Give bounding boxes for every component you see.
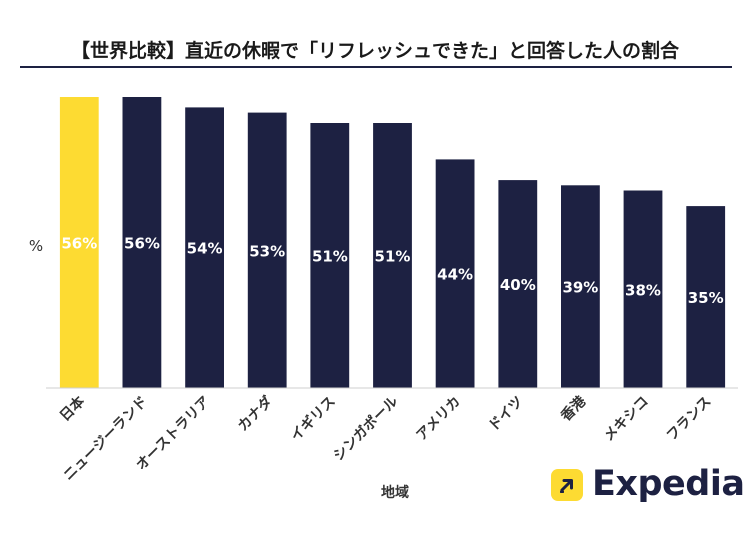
- x-tick-label-5: シンガポール: [330, 393, 401, 464]
- bar-value-label-4: 51%: [312, 248, 348, 266]
- x-axis-label: 地域: [381, 484, 409, 501]
- bar-3: [247, 112, 287, 388]
- bar-labels-group: 56% 56% 54% 53% 51% 51% 44% 40% 39% 38% 35%: [61, 235, 723, 308]
- title-underline: [20, 66, 732, 68]
- bar-value-label-5: 51%: [375, 248, 411, 266]
- bar-value-label-9: 38%: [625, 281, 661, 299]
- bar-value-label-6: 44%: [437, 266, 473, 284]
- bar-5: [373, 123, 412, 388]
- chart-title: 【世界比較】直近の休暇で「リフレッシュできた」と回答した人の割合: [70, 40, 679, 62]
- bar-value-label-0: 56%: [61, 235, 97, 253]
- x-tick-label-6: アメリカ: [414, 394, 464, 444]
- expedia-logo: Expedia: [551, 464, 745, 504]
- arrow-up-right-icon: [551, 468, 583, 501]
- x-tick-label-8: 香港: [557, 392, 590, 425]
- bar-2: [185, 107, 224, 389]
- bar-value-label-1: 56%: [124, 235, 160, 253]
- x-tick-label-9: メキシコ: [601, 394, 652, 445]
- bars-group: [59, 97, 726, 389]
- bar-value-label-2: 54%: [187, 240, 223, 258]
- bar-10: [686, 206, 726, 388]
- y-axis-label: %: [29, 237, 43, 255]
- logo-wordmark: Expedia: [592, 464, 745, 504]
- bar-6: [435, 159, 475, 388]
- bar-9: [623, 190, 663, 388]
- bar-value-label-10: 35%: [688, 289, 724, 307]
- x-tick-label-10: フランス: [664, 394, 715, 445]
- x-tick-label-0: 日本: [56, 392, 89, 425]
- bar-value-label-3: 53%: [249, 242, 285, 260]
- bar-0: [59, 97, 99, 388]
- x-tick-label-4: イギリス: [287, 393, 339, 445]
- x-tick-label-3: カナダ: [234, 393, 276, 435]
- bar-8: [561, 185, 600, 388]
- bar-7: [498, 180, 538, 388]
- bar-value-label-7: 40%: [500, 276, 536, 294]
- x-tick-label-7: ドイツ: [486, 394, 527, 435]
- bar-1: [122, 97, 162, 388]
- bar-4: [310, 123, 350, 388]
- bar-value-label-8: 39%: [562, 279, 598, 297]
